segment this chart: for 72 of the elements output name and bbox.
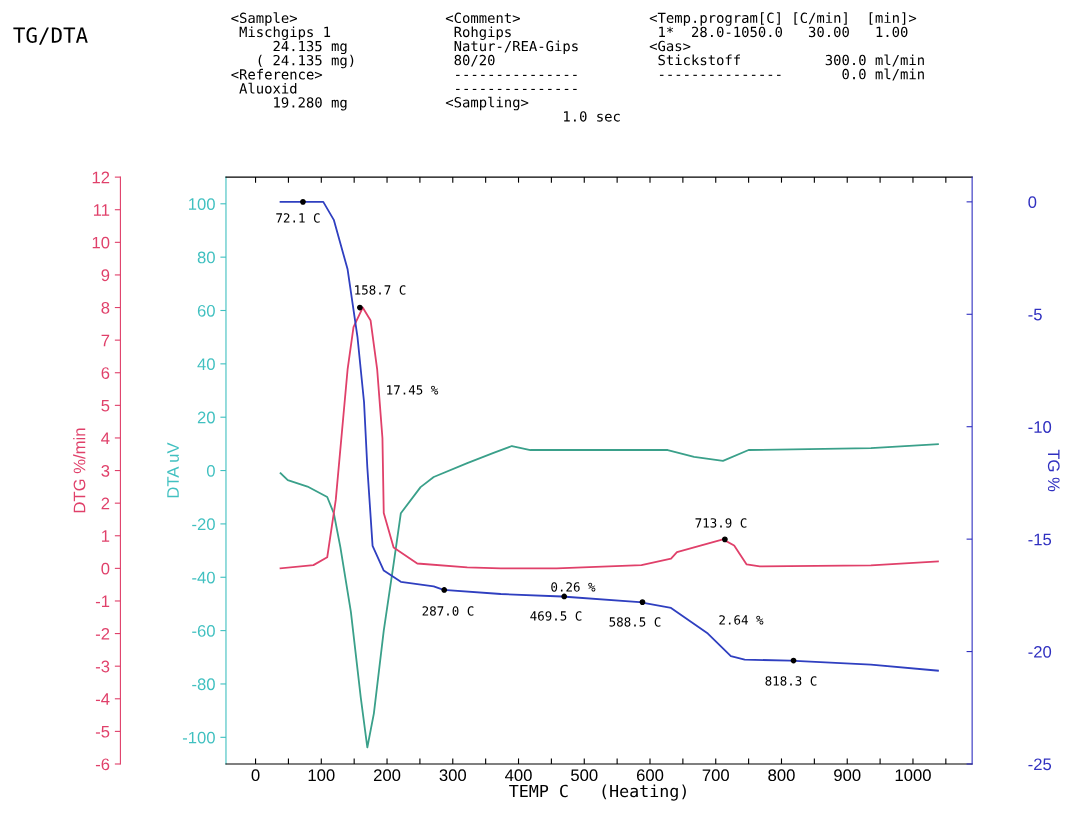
y2-axis-title: TG % xyxy=(1047,449,1060,492)
y3-tick-label: -100 xyxy=(182,731,215,744)
x-axis-title: TEMP C (Heating) xyxy=(509,784,686,801)
annotation: 0.26 % xyxy=(551,582,596,592)
point xyxy=(790,657,797,664)
y3-tick-label: -20 xyxy=(192,518,215,531)
y3-tick-label: 0 xyxy=(206,464,215,477)
y3-tick-label: 60 xyxy=(197,304,215,317)
x-tick-label: 300 xyxy=(439,769,467,782)
text: <Sample> Mischgips 1 24.135 mg ( 24.135 mg) <Reference> Aluoxid 19.280 mg xyxy=(231,12,354,111)
y-tick-label: 0 xyxy=(101,562,110,575)
y-tick-label: 12 xyxy=(92,171,110,184)
x-tick-label: 700 xyxy=(702,769,729,782)
y-tick-label: 7 xyxy=(101,334,110,347)
y-tick-label: -5 xyxy=(95,725,110,738)
y3-tick-label: 20 xyxy=(197,411,215,424)
y-tick-label: -2 xyxy=(95,627,110,640)
x-tick-label: 900 xyxy=(834,769,861,782)
x-tick-label: 100 xyxy=(308,769,335,782)
y-tick-label: 3 xyxy=(101,464,110,477)
annotation: 713.9 C xyxy=(695,518,747,528)
x-tick-label: 800 xyxy=(768,769,795,782)
y-tick-label: 8 xyxy=(101,301,110,314)
y-tick-label: 2 xyxy=(101,497,110,510)
y3-tick-label: -80 xyxy=(192,678,215,691)
line-series xyxy=(279,443,939,749)
annotation: 469.5 C xyxy=(530,611,582,621)
point xyxy=(300,198,306,205)
text: <Comment> Rohgips Natur-/REA-Gips 80/20 --------------- --------------- <Sampling> 1.0 sec xyxy=(445,12,620,122)
y3-tick-label: -40 xyxy=(192,571,215,584)
y3-tick-label: -60 xyxy=(192,625,215,637)
annotation: 2.64 % xyxy=(719,615,764,625)
y-tick-label: 1 xyxy=(102,530,110,542)
x-tick-label: 500 xyxy=(571,769,598,782)
y3-tick-label: 80 xyxy=(197,251,215,264)
y2-tick-label: -5 xyxy=(1028,308,1042,321)
x-tick-label: 200 xyxy=(373,769,401,782)
point xyxy=(441,587,448,593)
x-tick-label: 0 xyxy=(251,769,260,782)
y-tick-label: -1 xyxy=(95,595,110,608)
annotation: 158.7 C xyxy=(355,285,406,295)
annotation: 17.45 % xyxy=(387,385,439,395)
annotation: 72.1 C xyxy=(276,213,320,223)
point xyxy=(639,599,646,605)
annotation: 818.3 C xyxy=(765,676,817,686)
y2-tick-label: -20 xyxy=(1028,645,1052,658)
y3-axis-title: DTA uV xyxy=(167,442,179,498)
y-axis-title: DTG %/min xyxy=(73,428,86,513)
y-tick-label: -6 xyxy=(95,758,110,771)
y2-tick-label: 0 xyxy=(1028,196,1037,209)
line-series xyxy=(279,306,939,570)
y-tick-label: -3 xyxy=(95,660,110,673)
y-tick-label: 11 xyxy=(93,204,110,216)
y2-tick-label: -15 xyxy=(1028,533,1052,546)
y-tick-label: 6 xyxy=(101,367,110,379)
x-tick-label: 400 xyxy=(505,769,532,782)
y2-tick-label: -10 xyxy=(1028,421,1052,433)
annotation: 287.0 C xyxy=(422,606,474,616)
x-tick-label: 1000 xyxy=(895,769,931,782)
y-tick-label: 10 xyxy=(92,236,110,249)
x-tick-label: 600 xyxy=(636,769,664,782)
y-tick-label: -4 xyxy=(95,693,110,705)
y2-tick-label: -25 xyxy=(1028,758,1052,771)
text: TG/DTA xyxy=(13,27,88,45)
y3-tick-label: 100 xyxy=(189,198,215,210)
annotation: 588.5 C xyxy=(609,617,661,627)
y-tick-label: 9 xyxy=(101,269,110,282)
y3-tick-label: 40 xyxy=(197,358,215,371)
point xyxy=(561,593,568,600)
y-tick-label: 4 xyxy=(101,432,110,444)
text: <Temp.program[C] [C/min] [min]> 1* 28.0-1050.0 30.00 1.00 <Gas> Stickstoff 300.0 ml/min --------------- 0.0 ml/min xyxy=(649,12,924,81)
y-tick-label: 5 xyxy=(101,399,110,412)
